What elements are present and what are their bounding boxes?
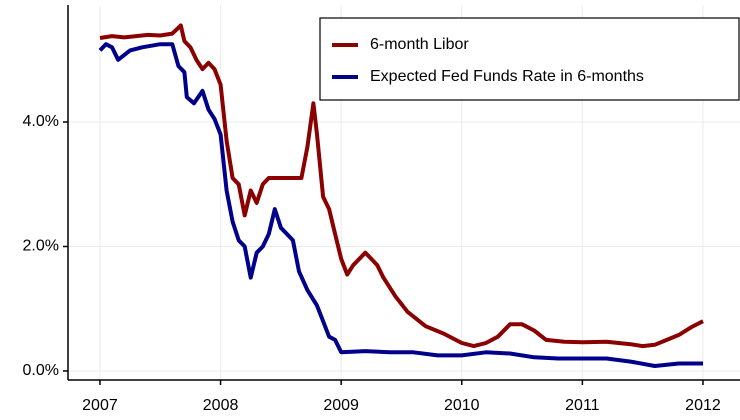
- x-tick-label: 2007: [82, 397, 118, 414]
- x-tick-label: 2012: [685, 397, 721, 414]
- y-tick-label: 2.0%: [23, 238, 59, 255]
- legend-box: [319, 17, 740, 101]
- y-tick-label: 4.0%: [23, 113, 59, 130]
- x-tick-label: 2008: [203, 397, 239, 414]
- y-tick-label: 0.0%: [23, 362, 59, 379]
- x-tick-label: 2010: [444, 397, 480, 414]
- x-tick-label: 2011: [565, 397, 600, 414]
- line: [98, 42, 703, 368]
- legend-label: 6-month Libor: [370, 36, 469, 53]
- legend-label: Expected Fed Funds Rate in 6-months: [370, 68, 644, 85]
- legend: 6-month Libor Expected Fed Funds Rate in …: [319, 17, 740, 101]
- x-tick-label: 2009: [323, 397, 359, 414]
- line: [99, 23, 704, 349]
